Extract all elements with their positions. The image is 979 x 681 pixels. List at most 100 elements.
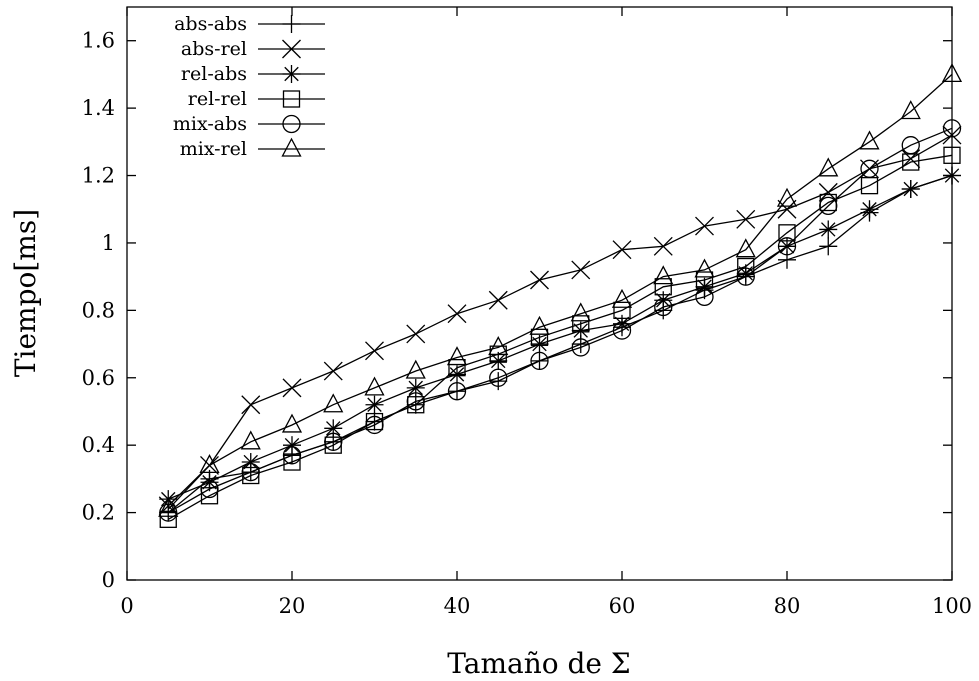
x-axis-title: Tamaño de Σ	[447, 647, 630, 680]
legend-label: rel-rel	[188, 88, 247, 110]
y-tick-label: 1.2	[82, 164, 115, 188]
cross-marker	[653, 236, 673, 256]
circle-marker	[612, 321, 632, 340]
square-marker	[654, 278, 672, 296]
circle-marker	[654, 297, 673, 317]
cross-marker	[241, 395, 261, 415]
circle-marker	[777, 237, 797, 256]
square-marker	[159, 510, 177, 528]
circle-marker	[406, 392, 425, 411]
circle-marker	[241, 462, 260, 482]
cross-marker	[365, 341, 384, 361]
square-marker	[572, 315, 590, 333]
series-layer	[158, 63, 963, 528]
asterisk-marker	[901, 180, 920, 199]
x-tick-label: 100	[932, 594, 972, 618]
circle-marker	[942, 119, 962, 138]
cross-marker	[571, 260, 591, 280]
legend-label: rel-abs	[181, 63, 247, 85]
triangle-marker	[240, 430, 261, 450]
asterisk-marker	[860, 200, 879, 219]
x-tick-label: 0	[120, 594, 133, 618]
circle-marker	[695, 287, 714, 307]
asterisk-marker	[448, 365, 466, 384]
legend-item: rel-rel	[188, 88, 325, 110]
y-tick-label: 0.4	[82, 433, 115, 457]
legend-label: abs-abs	[174, 13, 247, 35]
triangle-marker	[364, 376, 385, 396]
asterisk-marker	[695, 277, 714, 296]
legend: abs-abs abs-rel rel-abs rel-rel mix-abs mix-r…	[173, 13, 325, 160]
y-axis-ticks: 0 0.2 0.4 0.6 0.8 1 1.2 1.4 1.6	[82, 29, 952, 592]
circle-marker	[819, 196, 838, 216]
triangle-marker	[405, 359, 426, 379]
plus-marker	[282, 15, 301, 33]
circle-marker	[489, 368, 508, 387]
circle-marker	[860, 159, 879, 178]
circle-marker	[571, 338, 590, 357]
triangle-marker	[818, 157, 839, 177]
cross-marker	[530, 270, 549, 290]
cross-marker	[447, 304, 467, 324]
asterisk-marker	[282, 65, 301, 83]
y-tick-label: 1.4	[82, 96, 115, 120]
cross-marker	[282, 39, 301, 59]
series-abs-rel	[158, 125, 962, 516]
cross-marker	[406, 324, 426, 344]
legend-label: mix-abs	[173, 113, 247, 135]
triangle-marker	[281, 137, 302, 157]
triangle-marker	[446, 346, 468, 366]
triangle-marker	[158, 497, 179, 517]
circle-marker	[282, 114, 301, 134]
x-tick-label: 80	[774, 594, 801, 618]
triangle-marker	[323, 393, 344, 413]
circle-marker	[282, 446, 302, 465]
plus-marker	[819, 237, 838, 256]
y-axis-title: Tiempo[ms]	[9, 209, 42, 377]
triangle-marker	[529, 315, 550, 335]
legend-item: abs-abs	[174, 13, 325, 35]
circle-marker	[159, 503, 178, 522]
series-line	[167, 73, 953, 510]
triangle-marker	[941, 63, 963, 83]
asterisk-marker	[571, 321, 590, 340]
legend-item: mix-rel	[180, 137, 325, 160]
series-mix-rel	[158, 63, 963, 517]
legend-item: abs-rel	[181, 38, 325, 60]
circle-marker	[365, 415, 384, 435]
series-line	[167, 134, 953, 507]
triangle-marker	[281, 413, 303, 433]
triangle-marker	[570, 302, 591, 322]
cross-marker	[736, 209, 756, 229]
triangle-marker	[611, 288, 633, 308]
y-tick-label: 0.8	[82, 298, 115, 322]
cross-marker	[777, 199, 797, 219]
series-mix-abs	[159, 119, 962, 522]
triangle-marker	[488, 336, 509, 356]
square-marker	[613, 301, 631, 320]
legend-item: mix-abs	[173, 113, 325, 135]
y-tick-label: 0.6	[82, 366, 115, 390]
cross-marker	[942, 125, 962, 145]
asterisk-marker	[943, 166, 961, 185]
asterisk-marker	[241, 453, 260, 472]
plot-frame	[126, 6, 953, 581]
triangle-marker	[694, 258, 715, 278]
x-tick-label: 20	[279, 594, 306, 618]
asterisk-marker	[283, 436, 301, 455]
square-marker	[737, 257, 755, 276]
y-tick-label: 0.2	[82, 501, 115, 525]
circle-marker	[324, 432, 343, 451]
triangle-marker	[199, 454, 220, 474]
legend-label: abs-rel	[181, 38, 247, 60]
cross-marker	[818, 182, 838, 202]
circle-marker	[530, 351, 549, 371]
y-tick-label: 0	[102, 568, 115, 592]
square-marker	[530, 328, 549, 346]
x-tick-label: 60	[609, 594, 636, 618]
legend-item: rel-abs	[181, 63, 325, 85]
asterisk-marker	[365, 395, 384, 414]
circle-marker	[447, 382, 467, 401]
circle-marker	[200, 479, 219, 499]
